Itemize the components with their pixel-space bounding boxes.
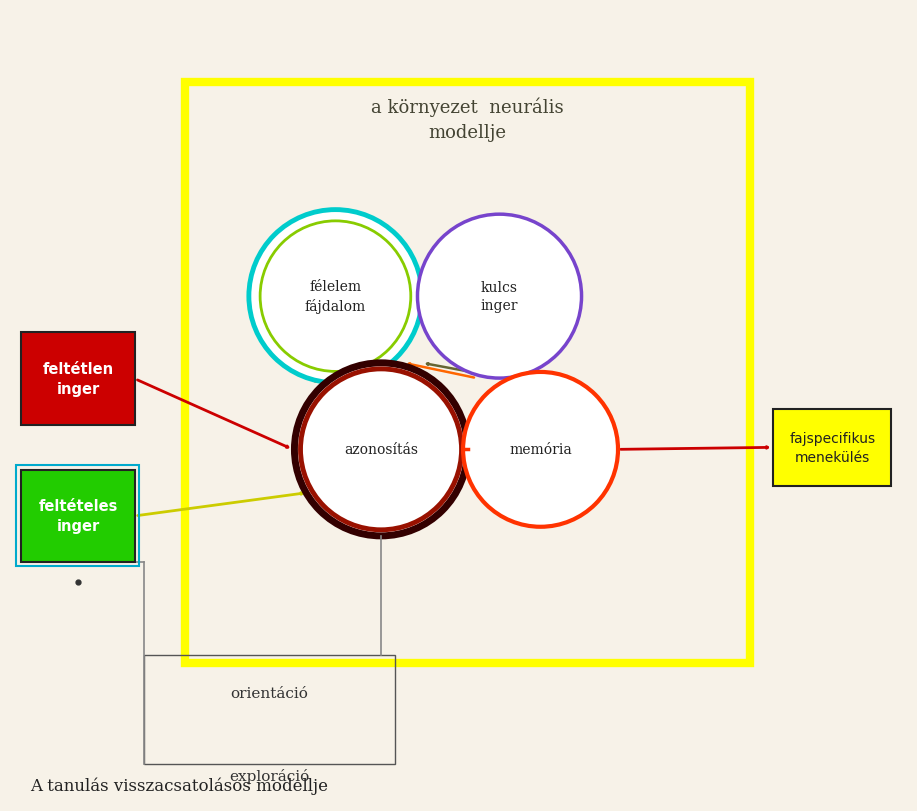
Ellipse shape [260, 221, 411, 372]
Text: feltétlen
inger: feltétlen inger [42, 362, 114, 397]
Ellipse shape [417, 215, 581, 379]
Text: fajspecifikus
menekülés: fajspecifikus menekülés [790, 431, 875, 464]
Text: orientáció: orientáció [230, 686, 308, 700]
Bar [773, 410, 891, 486]
Text: félelem
fájdalom: félelem fájdalom [304, 280, 366, 314]
Bar [144, 655, 394, 764]
Ellipse shape [249, 210, 422, 383]
Text: exploráció: exploráció [229, 769, 310, 783]
Text: feltételes
inger: feltételes inger [39, 499, 117, 534]
Bar [21, 333, 135, 426]
Bar [17, 466, 139, 567]
Ellipse shape [301, 370, 461, 530]
Ellipse shape [463, 372, 618, 527]
Ellipse shape [294, 363, 468, 536]
Text: A tanulás visszacsatolásos modellje: A tanulás visszacsatolásos modellje [30, 776, 328, 794]
Text: memória: memória [509, 443, 572, 457]
Text: azonosítás: azonosítás [344, 443, 418, 457]
Text: kulcs
inger: kulcs inger [481, 281, 518, 313]
Bar [185, 84, 750, 663]
Text: a környezet  neurális
modellje: a környezet neurális modellje [371, 97, 564, 142]
Bar [21, 470, 135, 563]
